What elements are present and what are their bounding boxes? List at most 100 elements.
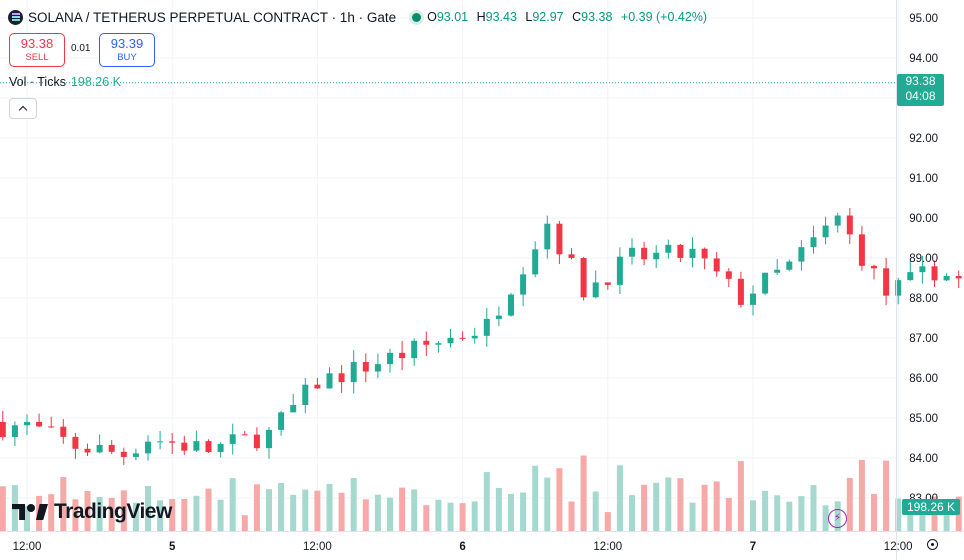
candle-body	[253, 434, 260, 449]
volume-bar	[108, 497, 115, 531]
volume-bar	[48, 494, 55, 531]
volume-bar	[435, 499, 442, 531]
candle-body	[411, 340, 418, 359]
candle-body	[302, 384, 309, 405]
sell-button[interactable]: 93.38 SELL	[9, 33, 65, 67]
candle-body	[229, 434, 236, 444]
volume-bar	[532, 465, 539, 531]
volume-legend[interactable]: Vol · Ticks 198.26 K	[9, 75, 121, 89]
volume-bar	[60, 477, 67, 531]
market-open-dot-icon[interactable]	[412, 12, 422, 22]
volume-bar	[689, 502, 696, 531]
volume-bar	[641, 484, 648, 531]
candle-body	[459, 337, 466, 339]
candle-body	[132, 453, 139, 457]
volume-bar	[423, 505, 430, 531]
price-tick-label: 92.00	[909, 133, 938, 145]
candle-body	[157, 441, 164, 443]
price-tick-label: 89.00	[909, 253, 938, 265]
volume-bar	[883, 460, 890, 531]
volume-bar	[471, 501, 478, 531]
candle-body	[665, 244, 672, 253]
volume-bar	[725, 497, 732, 531]
volume-bar	[919, 506, 926, 531]
price-tick-label: 95.00	[909, 13, 938, 25]
collapse-legend-button[interactable]	[9, 98, 37, 119]
volume-bar	[157, 500, 164, 531]
candle-body	[520, 274, 527, 295]
candle-body	[943, 276, 950, 281]
candle-body	[399, 352, 406, 359]
volume-bar	[520, 492, 527, 531]
volume-bar	[943, 513, 950, 531]
volume-legend-label: Vol · Ticks	[9, 75, 66, 89]
candle-body	[568, 254, 575, 258]
volume-bar	[822, 505, 829, 531]
candle-body	[544, 223, 551, 250]
volume-bar	[907, 505, 914, 531]
volume-bar	[241, 515, 248, 531]
time-tick-label: 12:00	[303, 541, 332, 553]
volume-bar	[399, 487, 406, 531]
volume-bar	[677, 478, 684, 531]
candle-body	[955, 276, 962, 279]
candle-body	[750, 293, 756, 305]
candle-body	[762, 272, 769, 294]
volume-bar	[871, 493, 877, 531]
volume-bar	[411, 489, 418, 531]
candle-body	[338, 373, 345, 383]
candle-body	[895, 280, 902, 296]
volume-bar	[302, 489, 309, 531]
ohlc-high: 93.43	[485, 10, 517, 24]
candle-body	[822, 225, 829, 238]
lightning-icon[interactable]: ⚡	[828, 509, 847, 528]
candle-body	[387, 352, 393, 365]
volume-bar	[24, 505, 30, 531]
volume-bar	[713, 481, 720, 531]
volume-bar	[253, 484, 260, 531]
symbol-title[interactable]: SOLANA / TETHERUS PERPETUAL CONTRACT · 1…	[28, 9, 397, 25]
volume-bar	[314, 490, 321, 531]
time-axis[interactable]: 12:00512:00612:00712:00812:00912:001012:…	[13, 541, 964, 553]
candle-body	[810, 237, 817, 248]
buy-button[interactable]: 93.39 BUY	[99, 33, 155, 67]
candle-body	[483, 318, 490, 336]
volume-bar	[508, 493, 514, 531]
time-tick-label: 5	[169, 541, 176, 553]
candle-body	[120, 451, 127, 457]
candle-body	[0, 422, 6, 437]
tradingview-logo[interactable]: TradingView	[12, 500, 172, 524]
volume-bar	[701, 484, 708, 531]
candle-body	[641, 247, 648, 260]
candle-body	[24, 421, 30, 426]
ohlc-close-key: C	[572, 10, 582, 24]
ohlc-close: 93.38	[581, 10, 613, 24]
volume-bar	[217, 499, 224, 531]
volume-bar	[653, 482, 660, 531]
volume-bar	[350, 477, 357, 531]
candle-countdown: 04:08	[905, 89, 936, 103]
volume-bar	[483, 472, 490, 531]
volume-bar	[786, 501, 793, 531]
chart-grid	[0, 0, 899, 531]
gear-icon[interactable]	[927, 539, 938, 550]
volume-bar	[798, 496, 805, 531]
candle-body	[362, 362, 369, 372]
volume-bar	[132, 502, 139, 531]
time-tick-label: 6	[459, 541, 465, 553]
candle-body	[846, 215, 853, 235]
candle-body	[653, 252, 660, 260]
buy-label: BUY	[117, 52, 137, 63]
volume-bar	[665, 477, 672, 531]
candle-body	[907, 272, 914, 281]
candle-body	[11, 425, 18, 437]
candle-body	[314, 384, 321, 389]
candle-body	[592, 282, 599, 298]
last-volume-label: 198.26 K	[902, 499, 960, 515]
candle-body	[145, 441, 151, 454]
candle-body	[169, 441, 176, 443]
volume-bar	[895, 498, 902, 531]
volume-bar	[145, 486, 151, 531]
